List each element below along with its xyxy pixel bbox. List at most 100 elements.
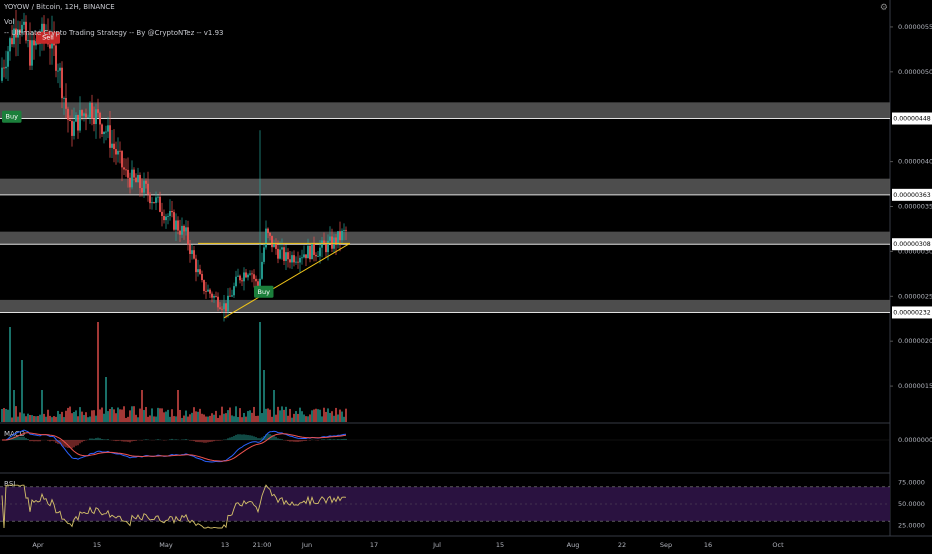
volume-bar [297,414,299,422]
candle-body [277,249,279,259]
macd-hist-bar [331,439,333,440]
candle-body [85,114,87,118]
volume-bar [153,416,155,422]
volume-bar [63,417,65,422]
candle-body [7,51,9,66]
candle-body [283,247,285,261]
candle-body [337,231,339,245]
volume-bar [171,409,173,422]
volume-bar [271,417,273,422]
volume-bar [229,408,231,422]
candle-body [343,230,345,231]
volume-bar [43,414,45,422]
candle-body [147,184,149,195]
volume-bar [265,409,267,422]
volume-bar [197,412,199,422]
candle-body [49,44,51,48]
macd-hist-bar [23,437,25,440]
macd-hist-bar [91,438,93,440]
volume-bar [41,390,43,422]
candle-body [329,236,331,240]
macd-hist-bar [19,437,21,440]
macd-hist-bar [303,440,305,441]
volume-bar [199,409,201,422]
settings-gear-icon[interactable]: ⚙ [880,3,888,13]
candle-body [193,250,195,258]
candle-body [237,276,239,277]
candle-body [63,98,65,99]
volume-bar [49,416,51,422]
candle-body [287,252,289,259]
macd-hist-bar [115,440,117,441]
macd-hist-bar [97,438,99,440]
volume-bar [217,418,219,422]
macd-hist-bar [95,438,97,440]
candle-body [163,216,165,220]
candle-body [339,231,341,240]
volume-bar [57,411,59,422]
macd-hist-bar [107,439,109,440]
candle-body [159,197,161,212]
macd-hist-bar [227,438,229,440]
candle-body [321,240,323,247]
candle-body [215,296,217,297]
time-tick-label: 15 [496,541,504,549]
macd-hist-bar [229,437,231,440]
candle-body [95,109,97,124]
macd-hist-bar [99,438,101,440]
time-tick-label: 15 [93,541,101,549]
macd-hist-bar [75,440,77,446]
macd-hist-bar [201,440,203,442]
volume-bar [11,417,13,422]
candle-body [221,309,223,310]
candle-body [123,167,125,169]
volume-bar [249,410,251,422]
macd-hist-bar [279,439,281,440]
macd-hist-bar [125,440,127,442]
volume-bar [67,408,69,422]
candle-body [345,230,347,231]
macd-hist-bar [345,439,347,440]
candle-body [175,220,177,229]
candle-body [27,40,29,41]
candle-body [311,243,313,259]
candle-body [269,233,271,236]
volume-bar [233,416,235,422]
volume-bar [187,417,189,422]
volume-bar [261,413,263,422]
volume-bar [51,417,53,422]
macd-hist-bar [241,435,243,440]
volume-bar [61,412,63,422]
candle-body [117,151,119,155]
price-marker: 0.00000448 [892,113,932,125]
macd-hist-bar [117,440,119,441]
volume-bar [53,416,55,422]
candle-body [109,125,111,148]
volume-bar [307,416,309,422]
volume-bar [323,408,325,422]
candle-body [73,122,75,136]
volume-bar [93,410,95,422]
candle-body [71,121,73,136]
macd-hist-bar [175,439,177,440]
time-tick-label: Jul [432,541,441,549]
macd-hist-bar [171,439,173,440]
volume-bar [37,416,39,422]
candle-body [265,229,267,248]
candle-body [229,296,231,297]
strategy-legend[interactable]: -- Ultimate Crypto Trading Strategy -- B… [4,29,224,37]
volume-bar [17,417,19,422]
volume-legend[interactable]: Vol [4,18,14,26]
candle-body [165,217,167,221]
candle-body [331,236,333,248]
symbol-title[interactable]: YOYOW / Bitcoin, 12H, BINANCE [4,3,115,11]
candle-body [129,178,131,188]
candle-body [131,170,133,188]
volume-bar [45,417,47,422]
time-tick-label: Jun [301,541,312,549]
signal-label: Buy [258,288,271,296]
candle-body [183,226,185,232]
candle-body [161,212,163,216]
